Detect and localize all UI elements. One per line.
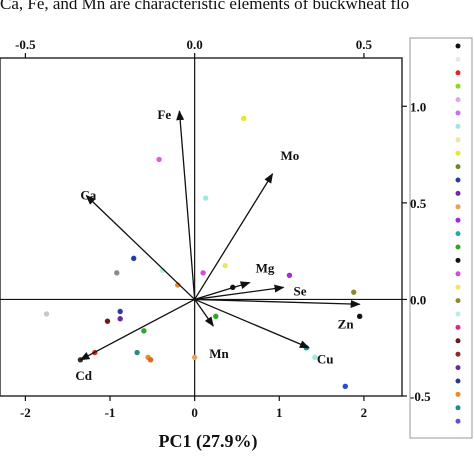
legend-marker [455, 405, 461, 411]
legend-marker [455, 338, 461, 344]
legend-marker [455, 190, 461, 196]
score-points [43, 115, 363, 390]
score-point [222, 262, 228, 269]
legend-marker [455, 56, 461, 62]
score-point [117, 308, 123, 315]
zero-lines [0, 58, 402, 396]
loading-label: Mg [256, 261, 275, 276]
legend-marker [455, 298, 461, 304]
legend-marker [455, 204, 461, 210]
x-tick-label: -2 [20, 405, 31, 420]
score-point [117, 316, 123, 322]
legend-marker [455, 257, 461, 263]
score-point [241, 115, 247, 122]
legend-marker [455, 217, 461, 223]
right-tick-label: 0.0 [410, 292, 426, 307]
legend-marker [455, 311, 461, 317]
loading-arrow [85, 194, 196, 300]
score-point [213, 313, 219, 320]
legend-marker [455, 284, 461, 290]
legend-marker [455, 391, 461, 397]
loading-label: Zn [338, 316, 355, 331]
loading-arrow [194, 284, 285, 301]
loading-label: Ca [80, 188, 96, 203]
right-tick-label: 0.5 [410, 196, 427, 211]
score-point [43, 311, 50, 317]
legend-marker [455, 324, 461, 330]
legend-marker [455, 43, 461, 49]
legend-marker [455, 123, 461, 129]
legend-marker [455, 244, 461, 250]
legend-marker [455, 137, 461, 143]
score-point [351, 289, 357, 295]
loading-arrow [194, 298, 361, 308]
score-point [104, 318, 111, 324]
loading-arrow [194, 299, 214, 327]
loading-label: Se [294, 283, 307, 298]
right-tick-label: -0.5 [410, 389, 431, 404]
score-point [141, 328, 147, 334]
loading-arrow [194, 281, 251, 301]
loading-label: Fe [157, 107, 171, 122]
legend-marker [455, 177, 461, 183]
legend-marker [455, 70, 461, 76]
loading-label: Mn [209, 346, 229, 361]
legend-marker [455, 271, 461, 277]
plot-frame [0, 57, 403, 397]
legend-marker [455, 97, 461, 103]
score-point [342, 383, 348, 390]
top-tick-label: 0.5 [356, 37, 373, 52]
score-point [131, 255, 137, 262]
loading-label: Cu [317, 352, 334, 367]
legend-marker [455, 164, 461, 170]
legend-marker [455, 110, 461, 116]
x-tick-label: 2 [361, 405, 368, 420]
score-point [147, 357, 154, 363]
x-tick-label: 0 [191, 405, 198, 420]
legend-marker [455, 378, 461, 384]
score-point [312, 354, 318, 361]
legend [409, 37, 473, 439]
legend-marker [455, 418, 461, 424]
legend-marker [455, 231, 461, 237]
score-point [175, 282, 181, 288]
legend-marker [455, 150, 461, 156]
loading-arrow [194, 298, 310, 349]
loading-label: Cd [75, 368, 92, 383]
right-tick-label: 1.0 [410, 99, 426, 114]
x-tick-label: 1 [276, 405, 283, 420]
x-axis-title: PC1 (27.9%) [159, 431, 258, 452]
legend-marker [455, 351, 461, 357]
score-point [191, 354, 198, 361]
score-point [156, 156, 162, 163]
top-tick-label: -0.5 [15, 37, 36, 52]
figure-caption: Ca, Fe, and Mn are characteristic elemen… [0, 0, 410, 13]
legend-marker [455, 83, 461, 89]
legend-box [409, 37, 473, 439]
score-point [200, 270, 206, 276]
score-point [356, 313, 363, 320]
x-tick-label: -1 [105, 405, 116, 420]
score-point [286, 272, 293, 278]
score-point [134, 349, 140, 356]
legend-marker [455, 365, 461, 371]
loading-label: Mo [281, 148, 300, 163]
loading-vectors: Fe Mo Ca Mg Se Zn Mn Cu Cd [75, 107, 361, 383]
axes: -2 -1 0 1 2 -0.5 0.0 0.5 1.0 0.5 0.0 -0.5 [15, 37, 431, 420]
loading-arrow [176, 110, 196, 300]
score-point [202, 195, 209, 201]
loading-arrow [79, 298, 195, 361]
score-point [114, 270, 120, 276]
loading-arrow [194, 173, 274, 300]
top-tick-label: 0.0 [187, 37, 203, 52]
